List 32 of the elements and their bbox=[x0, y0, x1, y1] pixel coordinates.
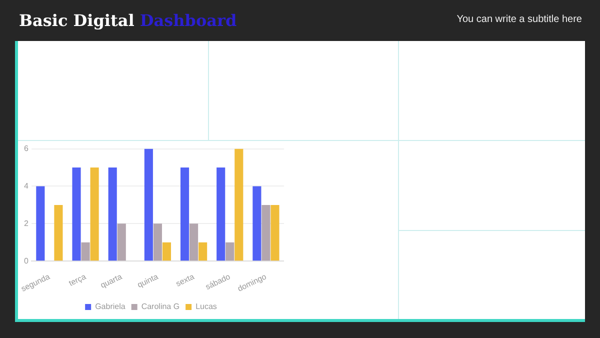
bar bbox=[252, 186, 262, 261]
bar bbox=[72, 168, 81, 261]
bar bbox=[108, 168, 117, 261]
x-tick-label: quinta bbox=[136, 272, 160, 290]
text: You can write a subtitle here bbox=[456, 14, 582, 25]
bar bbox=[216, 168, 226, 261]
bar bbox=[90, 168, 99, 261]
bar bbox=[190, 224, 198, 261]
x-tick-label: terça bbox=[67, 272, 88, 288]
bar bbox=[180, 168, 190, 261]
bar bbox=[270, 204, 280, 261]
y-tick-label: 0 bbox=[24, 256, 29, 266]
bar bbox=[54, 204, 63, 261]
bar bbox=[153, 224, 162, 261]
bar bbox=[117, 224, 126, 261]
legend-label: Lucas bbox=[196, 302, 217, 312]
y-tick-label: 2 bbox=[24, 218, 29, 228]
bar bbox=[144, 148, 153, 261]
legend-label: Gabriela bbox=[95, 302, 126, 312]
x-tick-label: quarta bbox=[99, 272, 124, 290]
bar bbox=[226, 242, 234, 261]
bar bbox=[198, 242, 208, 261]
bar bbox=[162, 242, 172, 261]
legend-label: Carolina G bbox=[141, 302, 180, 312]
bar bbox=[234, 148, 244, 261]
x-tick-label: sexta bbox=[174, 272, 196, 288]
bar bbox=[81, 242, 90, 261]
bar bbox=[36, 186, 45, 261]
y-tick-label: 4 bbox=[24, 181, 29, 190]
bar bbox=[262, 204, 270, 261]
chart-title: Basic Digital Dashboard bbox=[19, 11, 237, 30]
y-tick-label: 6 bbox=[24, 144, 29, 154]
